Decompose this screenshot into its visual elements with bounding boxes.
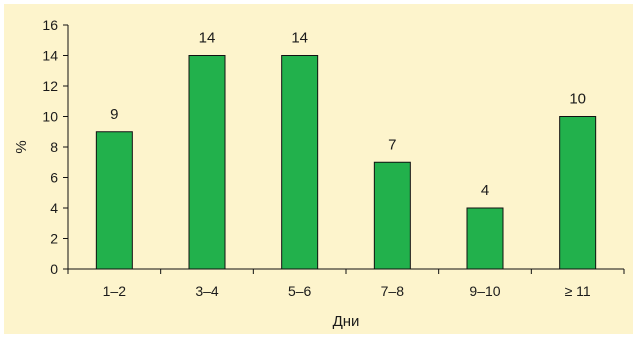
bar — [95, 131, 133, 270]
bar-value-label: 7 — [388, 136, 396, 153]
bar — [281, 55, 319, 270]
bar — [188, 55, 226, 270]
bar-value-label: 14 — [291, 30, 308, 47]
bar — [466, 207, 504, 270]
bar-value-label: 4 — [481, 182, 489, 199]
y-tick-label: 6 — [50, 170, 58, 186]
x-tick-label: 1–2 — [103, 283, 127, 299]
x-tick-label: ≥ 11 — [565, 283, 591, 299]
x-axis: 1–2 3–4 5–6 7–8 9–10 ≥ 11 — [67, 268, 625, 299]
bar-value-label: 9 — [110, 106, 118, 123]
x-tick-label: 7–8 — [381, 283, 405, 299]
y-tick-label: 14 — [42, 48, 58, 64]
y-tick-label: 0 — [50, 261, 58, 277]
chart-panel: 0 2 4 6 8 10 12 14 16 1–2 3–4 5–6 7–8 9–10 ≥ 11 9 14 14… — [4, 4, 633, 334]
y-tick-label: 4 — [50, 200, 58, 216]
bar-value-label: 10 — [569, 91, 586, 108]
x-tick-label: 9–10 — [469, 283, 500, 299]
bars — [95, 55, 597, 270]
x-tick-label: 5–6 — [288, 283, 312, 299]
bar — [559, 116, 597, 270]
x-axis-title: Дни — [333, 313, 360, 330]
y-axis-title: % — [13, 140, 30, 153]
bar-chart: 0 2 4 6 8 10 12 14 16 1–2 3–4 5–6 7–8 9–10 ≥ 11 9 14 14… — [13, 17, 625, 330]
y-tick-label: 8 — [50, 139, 58, 155]
bar-value-label: 14 — [199, 30, 216, 47]
x-tick-label: 3–4 — [195, 283, 219, 299]
y-tick-label: 2 — [50, 231, 58, 247]
y-tick-label: 16 — [42, 17, 58, 33]
data-labels: 9 14 14 7 4 10 — [110, 30, 586, 200]
y-tick-label: 10 — [42, 109, 58, 125]
y-axis: 0 2 4 6 8 10 12 14 16 — [42, 17, 69, 277]
bar — [373, 161, 411, 270]
y-tick-label: 12 — [42, 78, 58, 94]
